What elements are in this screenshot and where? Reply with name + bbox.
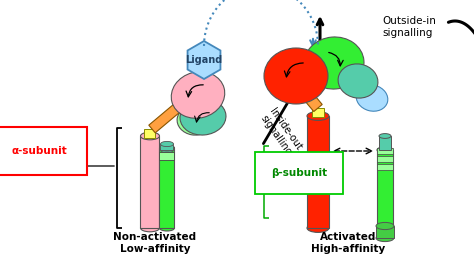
- Polygon shape: [188, 41, 220, 79]
- FancyBboxPatch shape: [145, 129, 155, 138]
- Bar: [140, 136, 159, 228]
- Bar: [379, 136, 391, 150]
- Bar: [159, 148, 174, 228]
- Ellipse shape: [177, 107, 211, 135]
- Text: Activated
High-affinity: Activated High-affinity: [311, 232, 385, 254]
- Ellipse shape: [161, 147, 173, 153]
- Ellipse shape: [159, 145, 174, 151]
- Bar: [377, 164, 393, 170]
- Ellipse shape: [307, 223, 329, 232]
- Text: Outside-in
signalling: Outside-in signalling: [382, 16, 436, 38]
- Ellipse shape: [161, 141, 173, 147]
- Bar: [377, 148, 393, 154]
- Ellipse shape: [171, 72, 225, 118]
- Bar: [376, 226, 394, 238]
- Ellipse shape: [377, 225, 393, 231]
- Text: Ligand: Ligand: [185, 55, 223, 65]
- Ellipse shape: [159, 225, 174, 231]
- Bar: [377, 156, 393, 162]
- Ellipse shape: [379, 134, 391, 138]
- Ellipse shape: [376, 234, 394, 242]
- Ellipse shape: [376, 222, 394, 230]
- Bar: [307, 116, 329, 228]
- Bar: [159, 152, 174, 160]
- Text: β-subunit: β-subunit: [271, 168, 327, 178]
- Text: α-subunit: α-subunit: [12, 146, 68, 156]
- Ellipse shape: [356, 85, 388, 111]
- Text: Inside-out
signalling: Inside-out signalling: [258, 107, 304, 159]
- Text: Non-activated
Low-affinity: Non-activated Low-affinity: [113, 232, 197, 254]
- Ellipse shape: [140, 132, 159, 140]
- Ellipse shape: [180, 99, 226, 135]
- Ellipse shape: [377, 147, 393, 153]
- Ellipse shape: [379, 148, 391, 152]
- Bar: [161, 144, 173, 150]
- Ellipse shape: [264, 48, 328, 104]
- Ellipse shape: [338, 64, 378, 98]
- Ellipse shape: [307, 112, 329, 120]
- Ellipse shape: [304, 37, 364, 89]
- Bar: [377, 150, 393, 228]
- Polygon shape: [149, 101, 184, 133]
- FancyBboxPatch shape: [312, 108, 324, 117]
- Polygon shape: [292, 78, 322, 112]
- Ellipse shape: [140, 224, 159, 232]
